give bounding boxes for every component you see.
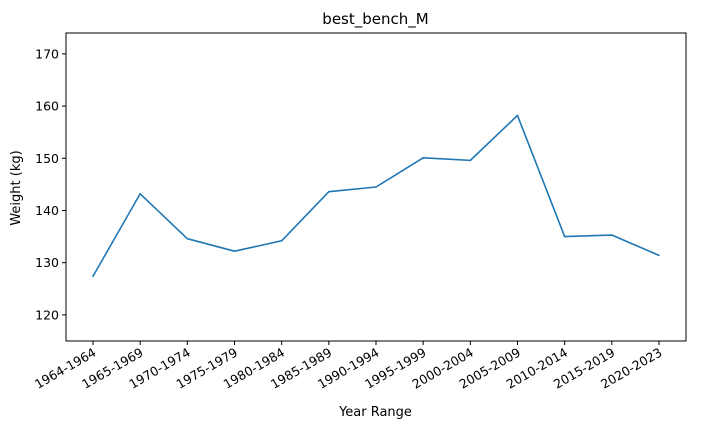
data-point (139, 192, 141, 195)
y-tick-label: 140 (35, 203, 59, 218)
y-tick-label: 170 (35, 46, 59, 61)
data-point (328, 190, 330, 193)
x-axis-label: Year Range (338, 405, 412, 420)
data-point (280, 239, 283, 242)
data-point (658, 254, 660, 257)
data-point (563, 235, 566, 238)
data-point (92, 275, 94, 278)
y-tick-label: 130 (35, 255, 59, 270)
y-tick-label: 150 (35, 151, 59, 166)
y-tick-label: 160 (35, 99, 59, 114)
plot-area: 1201301401501601701964-19641965-19691970… (32, 32, 687, 392)
data-point (422, 156, 424, 159)
data-point (186, 237, 189, 240)
data-point (375, 186, 377, 188)
chart-title: best_bench_M (322, 10, 428, 29)
data-point (469, 159, 472, 162)
data-point (516, 114, 519, 117)
y-tick-label: 120 (35, 307, 59, 322)
series-line (92, 114, 660, 277)
data-point (233, 250, 236, 253)
y-axis-label: Weight (kg) (9, 150, 24, 225)
data-point (611, 234, 613, 236)
